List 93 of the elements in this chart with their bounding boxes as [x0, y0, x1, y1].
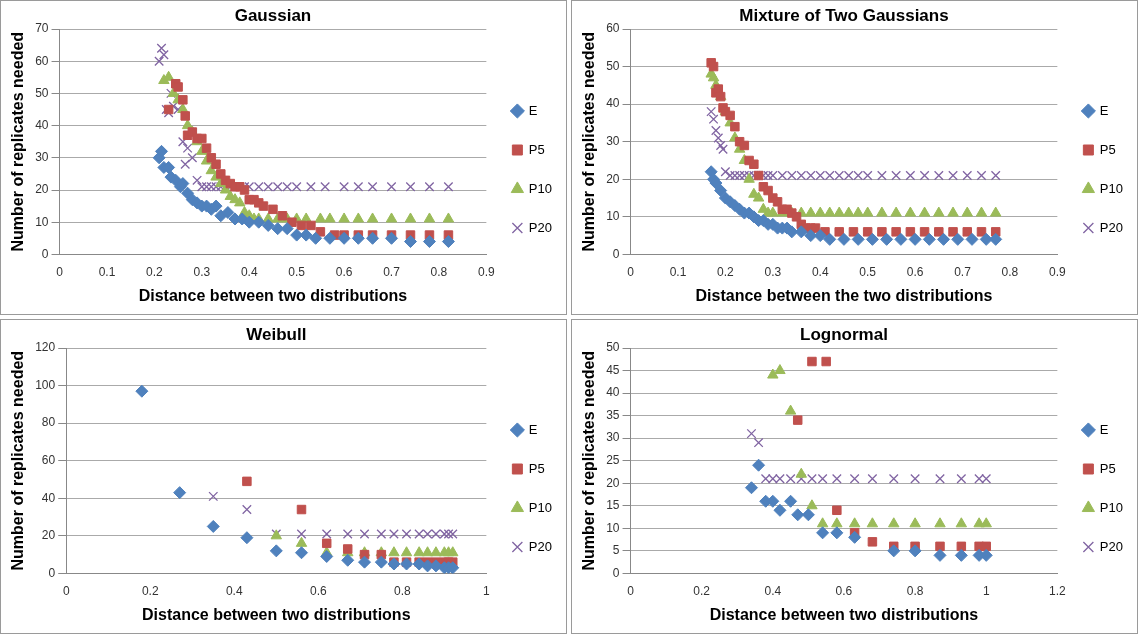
- x-tick-label: 0.7: [383, 264, 401, 279]
- x-tick-label: 0.1: [98, 264, 116, 279]
- x-axis-title: Distance between two distributions: [138, 286, 408, 304]
- x-tick-label: 0.4: [764, 583, 782, 598]
- y-tick-label: 50: [35, 85, 49, 100]
- x-tick-label: 0.8: [430, 264, 448, 279]
- x-axis-title: Distance between two distributions: [709, 605, 979, 623]
- legend-label: P5: [528, 141, 545, 157]
- legend-label: P10: [1099, 499, 1124, 515]
- x-tick-label: 0.1: [669, 264, 687, 279]
- x-tick-label: 0.7: [954, 264, 972, 279]
- legend-label: P20: [1099, 219, 1124, 235]
- y-tick-label: 0: [41, 246, 49, 261]
- y-tick-label: 100: [35, 377, 56, 392]
- y-tick-label: 30: [606, 430, 620, 445]
- x-tick-label: 0.4: [225, 583, 243, 598]
- x-tick-label: 0.6: [309, 583, 327, 598]
- x-tick-label: 0.2: [693, 583, 711, 598]
- y-tick-label: 20: [41, 528, 56, 543]
- y-axis-title: Number of replicates needed: [580, 31, 598, 252]
- x-tick-label: 0.6: [906, 264, 924, 279]
- chart-title: Weibull: [246, 325, 307, 345]
- legend-label: E: [528, 102, 538, 118]
- x-tick-label: 0.9: [1049, 264, 1067, 279]
- legend-label: P20: [1099, 538, 1124, 554]
- x-tick-label: 1: [982, 583, 990, 598]
- x-tick-label: 0.5: [859, 264, 877, 279]
- y-tick-label: 10: [606, 520, 620, 535]
- y-tick-label: 40: [606, 385, 620, 400]
- x-tick-label: 0.5: [288, 264, 306, 279]
- y-tick-label: 15: [606, 498, 620, 513]
- legend-label: E: [1099, 102, 1109, 118]
- y-tick-label: 60: [41, 453, 56, 468]
- x-tick-label: 0.9: [478, 264, 496, 279]
- y-tick-label: 10: [606, 209, 620, 224]
- y-tick-label: 40: [35, 117, 49, 132]
- y-tick-label: 35: [606, 407, 620, 422]
- legend-label: P20: [528, 538, 553, 554]
- y-axis-title: Number of replicates needed: [9, 350, 27, 571]
- y-tick-label: 45: [606, 362, 620, 377]
- x-axis-title: Distance between the two distributions: [695, 286, 993, 304]
- legend-label: P10: [528, 180, 553, 196]
- legend-label: E: [1099, 421, 1109, 437]
- legend-label: E: [528, 421, 538, 437]
- y-tick-label: 20: [35, 182, 49, 197]
- y-axis-title: Number of replicates needed: [580, 350, 598, 571]
- x-tick-label: 0: [627, 264, 635, 279]
- y-tick-label: 25: [606, 453, 620, 468]
- y-tick-label: 120: [35, 340, 56, 355]
- x-tick-label: 0.3: [764, 264, 782, 279]
- y-tick-label: 30: [35, 150, 49, 165]
- legend-label: P5: [1099, 141, 1116, 157]
- y-tick-label: 5: [612, 543, 620, 558]
- x-tick-label: 0.6: [335, 264, 353, 279]
- y-tick-label: 0: [612, 565, 620, 580]
- y-tick-label: 10: [35, 214, 49, 229]
- x-tick-label: 0.2: [141, 583, 159, 598]
- x-tick-label: 0.2: [717, 264, 735, 279]
- chart-title: Gaussian: [234, 6, 312, 26]
- x-tick-label: 0.3: [193, 264, 211, 279]
- legend-label: P10: [1099, 180, 1124, 196]
- chart-title: Mixture of Two Gaussians: [739, 6, 949, 26]
- y-axis-title: Number of replicates needed: [9, 31, 27, 252]
- y-tick-label: 50: [606, 340, 620, 355]
- x-tick-label: 0.8: [394, 583, 411, 598]
- y-tick-label: 0: [48, 565, 56, 580]
- legend-label: P5: [528, 460, 545, 476]
- y-tick-label: 50: [606, 58, 620, 73]
- y-tick-label: 20: [606, 171, 620, 186]
- x-tick-label: 0.6: [835, 583, 853, 598]
- y-tick-label: 60: [35, 53, 49, 68]
- chart-title: Lognormal: [800, 325, 888, 345]
- x-tick-label: 0.4: [811, 264, 829, 279]
- legend-label: P20: [528, 219, 553, 235]
- x-tick-label: 0: [627, 583, 635, 598]
- x-tick-label: 1.2: [1049, 583, 1067, 598]
- x-axis-title: Distance between two distributions: [142, 605, 411, 623]
- y-tick-label: 40: [41, 490, 56, 505]
- x-tick-label: 0.2: [146, 264, 164, 279]
- y-tick-label: 40: [606, 96, 620, 111]
- x-tick-label: 0.8: [906, 583, 924, 598]
- x-tick-label: 1: [483, 583, 491, 598]
- legend-label: P5: [1099, 460, 1116, 476]
- x-tick-label: 0.8: [1001, 264, 1019, 279]
- legend-label: P10: [528, 499, 553, 515]
- x-tick-label: 0: [62, 583, 70, 598]
- x-tick-label: 0.4: [240, 264, 258, 279]
- y-tick-label: 60: [606, 21, 620, 36]
- y-tick-label: 80: [41, 415, 56, 430]
- y-tick-label: 70: [35, 21, 49, 36]
- y-tick-label: 30: [606, 134, 620, 149]
- y-tick-label: 0: [612, 246, 620, 261]
- y-tick-label: 20: [606, 475, 620, 490]
